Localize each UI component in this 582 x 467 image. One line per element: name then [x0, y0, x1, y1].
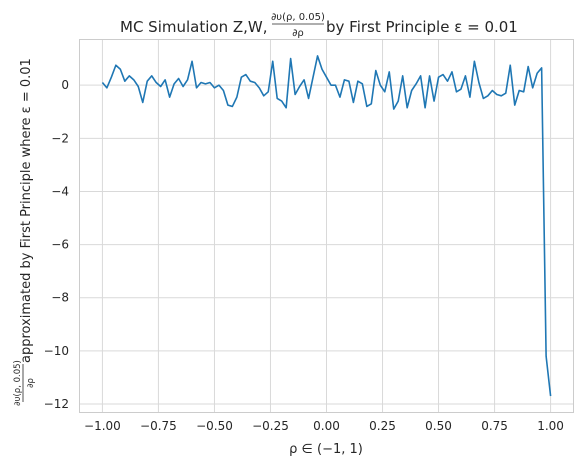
title-prefix: MC Simulation Z,W, — [120, 18, 268, 36]
axes-spines — [79, 39, 574, 413]
ylabel-frac-denominator: ∂ρ — [26, 378, 36, 388]
y-tick-label: −4 — [51, 184, 69, 198]
series-lines — [101, 55, 552, 397]
y-tick-label: −8 — [51, 291, 69, 305]
title-suffix: by First Principle ε = 0.01 — [326, 18, 518, 36]
x-tick-label: 0.00 — [313, 419, 340, 433]
y-tick-labels: 0 −2 −4 −6 −8 −10 −12 — [44, 78, 69, 411]
ylabel-frac-numerator: ∂υ(ρ, 0.05) — [13, 360, 23, 406]
title-frac-numerator: ∂υ(ρ, 0.05) — [271, 12, 325, 23]
title-frac-denominator: ∂ρ — [292, 28, 304, 39]
x-tick-label: 0.50 — [425, 419, 452, 433]
x-tick-label: −0.50 — [196, 419, 233, 433]
x-tick-label: 0.25 — [369, 419, 396, 433]
y-tick-label: 0 — [61, 78, 69, 92]
x-tick-label: −0.25 — [252, 419, 289, 433]
x-tick-label: −1.00 — [84, 419, 121, 433]
y-tick-label: −6 — [51, 238, 69, 252]
series-line — [101, 55, 552, 397]
ylabel-text: approximated by First Principle where ε … — [19, 58, 34, 363]
y-tick-label: −12 — [44, 397, 69, 411]
chart-title: MC Simulation Z,W, ∂υ(ρ, 0.05) ∂ρ by Fir… — [120, 12, 518, 39]
x-tick-label: 1.00 — [537, 419, 564, 433]
x-axis-label: ρ ∈ (−1, 1) — [289, 442, 363, 457]
y-tick-label: −2 — [51, 131, 69, 145]
y-tick-label: −10 — [44, 344, 69, 358]
y-axis-label: ∂υ(ρ, 0.05) ∂ρ approximated by First Pri… — [13, 58, 36, 406]
x-tick-label: 0.75 — [481, 419, 508, 433]
x-tick-labels: −1.00 −0.75 −0.50 −0.25 0.00 0.25 0.50 0.75 1.00 — [84, 419, 564, 433]
gridlines — [80, 40, 573, 412]
x-tick-label: −0.75 — [140, 419, 177, 433]
